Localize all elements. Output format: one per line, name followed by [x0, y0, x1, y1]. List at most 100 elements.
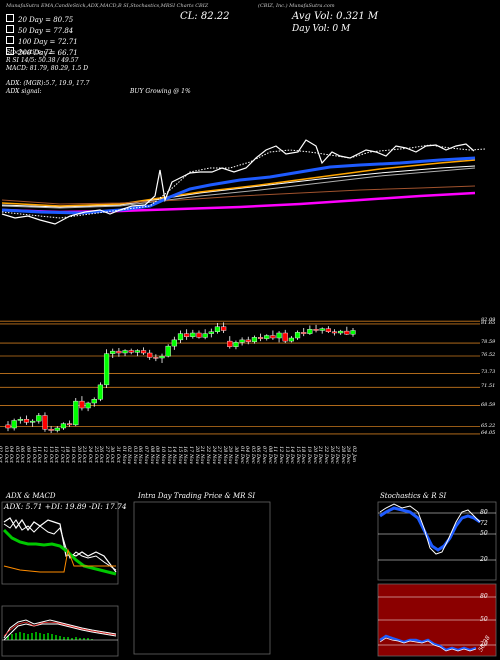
adx-values: ADX: 5.71 +DI: 19.89 -DI: 17.74 — [4, 502, 127, 511]
candle — [177, 330, 184, 343]
candle-body — [177, 333, 184, 341]
macd-line — [3, 619, 117, 639]
candle-body — [276, 332, 282, 339]
candle-body — [11, 420, 17, 429]
price-levels — [0, 320, 480, 435]
candle — [294, 330, 301, 340]
candle-body — [134, 350, 140, 353]
stochastics-label: Stochastics: 72 — [6, 49, 53, 56]
candle — [48, 426, 54, 433]
candle — [325, 326, 331, 333]
intraday-panel — [133, 501, 271, 655]
candle — [214, 323, 221, 334]
candle — [11, 418, 17, 431]
candle — [147, 349, 153, 360]
ema50-text: 50 Day = 77.84 — [18, 27, 74, 35]
intraday-title: Intra Day Trading Price & MR SI — [138, 492, 256, 500]
candle — [153, 354, 159, 362]
candle-body — [42, 415, 48, 430]
adx-signal-value: BUY Growing @ 1% — [130, 88, 191, 95]
candle-body — [344, 330, 350, 335]
candle — [110, 348, 116, 358]
candle — [23, 415, 30, 425]
candle — [128, 348, 134, 355]
ema-chart — [1, 139, 486, 225]
price-axis-label: 71.51 — [481, 383, 496, 390]
ema200-label: 200 Day = 66.71 — [6, 47, 78, 57]
candle-body — [60, 423, 67, 429]
adx-signal-label: ADX signal: — [6, 88, 42, 95]
adx-plus-di — [3, 517, 117, 573]
candle-body — [325, 328, 331, 332]
candle — [122, 349, 128, 357]
adx-macd-title: ADX & MACD — [6, 492, 56, 500]
candle — [307, 325, 313, 335]
candle — [276, 331, 282, 343]
ema100-label: 100 Day = 72.71 — [6, 36, 78, 46]
candle-body — [147, 352, 153, 358]
rsi-label: R SI 14/5: 50.38 / 49.57 — [6, 57, 79, 64]
price-axis-label: 76.52 — [481, 352, 496, 358]
candle — [42, 412, 48, 432]
candle — [196, 330, 202, 339]
candle-body — [208, 331, 214, 334]
candle — [344, 326, 350, 335]
stoch-k-line — [379, 506, 481, 552]
price-axis-label: 81.65 — [481, 319, 496, 326]
stoch-label-72: 72 — [480, 520, 488, 527]
candle — [239, 337, 245, 346]
candle — [73, 398, 79, 427]
candle — [190, 329, 196, 339]
avg-volume-label: Avg Vol: 0.321 M — [292, 11, 379, 22]
candle — [202, 329, 208, 340]
candle-body — [153, 357, 159, 359]
candle-body — [36, 415, 42, 422]
candle — [270, 330, 276, 340]
ema50-label: 50 Day = 77.84 — [6, 25, 73, 35]
candle — [221, 322, 227, 333]
candle-body — [91, 399, 97, 404]
candle-body — [227, 340, 233, 347]
candle-body — [140, 350, 147, 354]
candle-body — [122, 350, 128, 354]
ema50-line — [1, 159, 476, 207]
candle-body — [202, 333, 208, 338]
price-axis-label: 73.73 — [481, 369, 496, 376]
candle — [165, 344, 171, 358]
ema20-line — [1, 156, 476, 215]
candle-body — [233, 342, 239, 347]
candle-body — [165, 345, 171, 357]
candle-body — [301, 332, 307, 334]
ema50-swatch — [6, 25, 14, 33]
candle-body — [350, 330, 356, 335]
candle-body — [67, 423, 73, 426]
candle — [36, 413, 42, 424]
candle-body — [331, 331, 338, 334]
ema200-text: 200 Day = 66.71 — [18, 49, 78, 57]
rsi-line — [379, 634, 477, 652]
stoch-label-20: 20 — [480, 556, 488, 563]
candle — [227, 336, 233, 349]
candle-body — [79, 400, 85, 409]
price-line — [1, 144, 486, 219]
ema-band-brown — [1, 185, 476, 205]
candle — [54, 426, 60, 433]
candles — [5, 322, 356, 433]
rsi-label-50: 50 — [480, 616, 488, 623]
candlestick-chart — [0, 320, 480, 435]
candle-body — [184, 333, 190, 337]
candle-body — [239, 339, 245, 343]
candle-body — [313, 329, 319, 331]
candle — [257, 333, 264, 342]
candle-body — [338, 330, 344, 334]
candle-body — [30, 420, 36, 423]
candle — [159, 353, 165, 363]
stoch-label-50: 50 — [480, 530, 488, 537]
ema20-label: 20 Day = 80.75 — [6, 14, 73, 24]
adx-label: ADX: (MGR):5.7, 19.9, 17.7 — [6, 80, 90, 87]
company-name: (CBIZ, Inc.) MunafaSutra.com — [258, 3, 335, 9]
candle-body — [23, 419, 30, 423]
candle-body — [97, 384, 104, 400]
candle-body — [5, 424, 11, 429]
